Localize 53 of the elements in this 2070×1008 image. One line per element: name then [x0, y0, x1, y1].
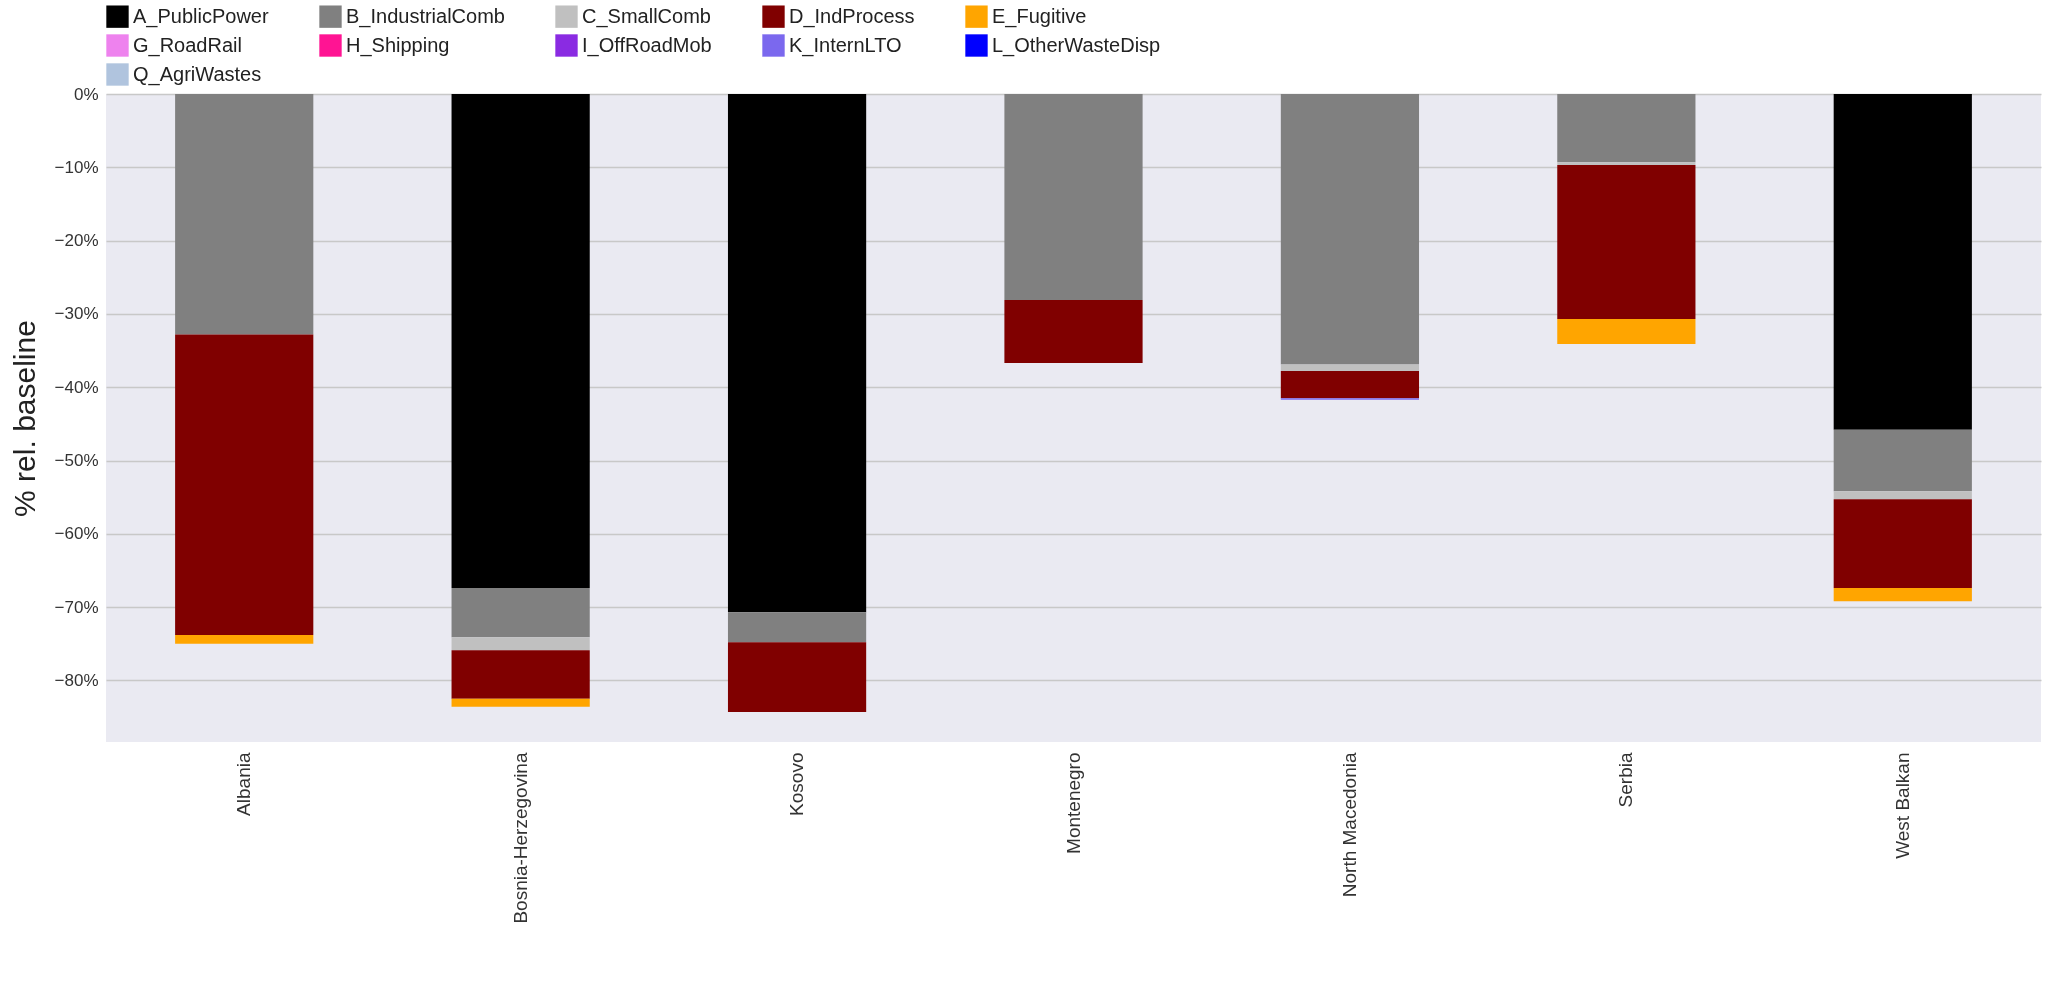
y-tick-label: −10%: [54, 157, 99, 177]
bar: [175, 634, 314, 644]
legend-label: H_Shipping: [346, 33, 450, 57]
legend-label: I_OffRoadMob: [582, 33, 712, 57]
bar: [1557, 162, 1696, 166]
legend-label: C_SmallComb: [582, 4, 711, 28]
legend-label: L_OtherWasteDisp: [992, 33, 1161, 57]
bar: [175, 334, 314, 635]
bar: [727, 642, 867, 712]
bar: [451, 637, 590, 651]
bar: [1833, 429, 1972, 492]
y-axis-title: % rel. baseline: [7, 320, 41, 517]
x-tick-label: Bosnia-Herzegovina: [509, 752, 531, 924]
legend-label: D_IndProcess: [789, 4, 915, 28]
y-tick-label: −70%: [54, 597, 99, 617]
bar: [1004, 94, 1143, 300]
legend-label: E_Fugitive: [992, 4, 1087, 28]
bar: [1280, 364, 1420, 372]
bar: [1280, 94, 1420, 365]
bar: [175, 94, 314, 335]
x-tick-label: Serbia: [1615, 752, 1637, 808]
bar: [451, 588, 590, 638]
y-tick-label: −50%: [54, 451, 99, 471]
y-tick-label: −20%: [54, 231, 99, 251]
x-tick-label: Montenegro: [1062, 752, 1084, 854]
y-tick-label: −30%: [54, 304, 99, 324]
bar: [451, 650, 590, 699]
x-tick-label: North Macedonia: [1338, 752, 1360, 898]
bar: [1280, 371, 1420, 399]
legend-label: G_RoadRail: [133, 33, 242, 57]
y-tick-label: 0%: [73, 84, 99, 104]
bar: [1833, 94, 1972, 430]
legend-label: Q_AgriWastes: [133, 62, 262, 86]
y-tick-label: −80%: [54, 670, 99, 690]
bar: [1004, 299, 1143, 364]
bar: [1557, 319, 1696, 344]
legend-label: A_PublicPower: [133, 4, 269, 28]
bar: [1833, 491, 1972, 500]
bar: [451, 94, 590, 589]
legend-label: B_IndustrialComb: [346, 4, 505, 28]
bar: [727, 612, 867, 643]
x-tick-label: Albania: [233, 752, 255, 816]
x-tick-label: West Balkan: [1891, 752, 1913, 859]
y-tick-label: −60%: [54, 524, 99, 544]
bar: [451, 698, 590, 707]
bar: [1557, 165, 1696, 320]
bar: [1833, 499, 1972, 589]
y-tick-label: −40%: [54, 377, 99, 397]
legend-label: K_InternLTO: [789, 33, 902, 57]
bar: [1833, 588, 1972, 602]
bar: [727, 94, 867, 613]
bar: [1557, 94, 1696, 163]
x-tick-label: Kosovo: [786, 752, 808, 816]
